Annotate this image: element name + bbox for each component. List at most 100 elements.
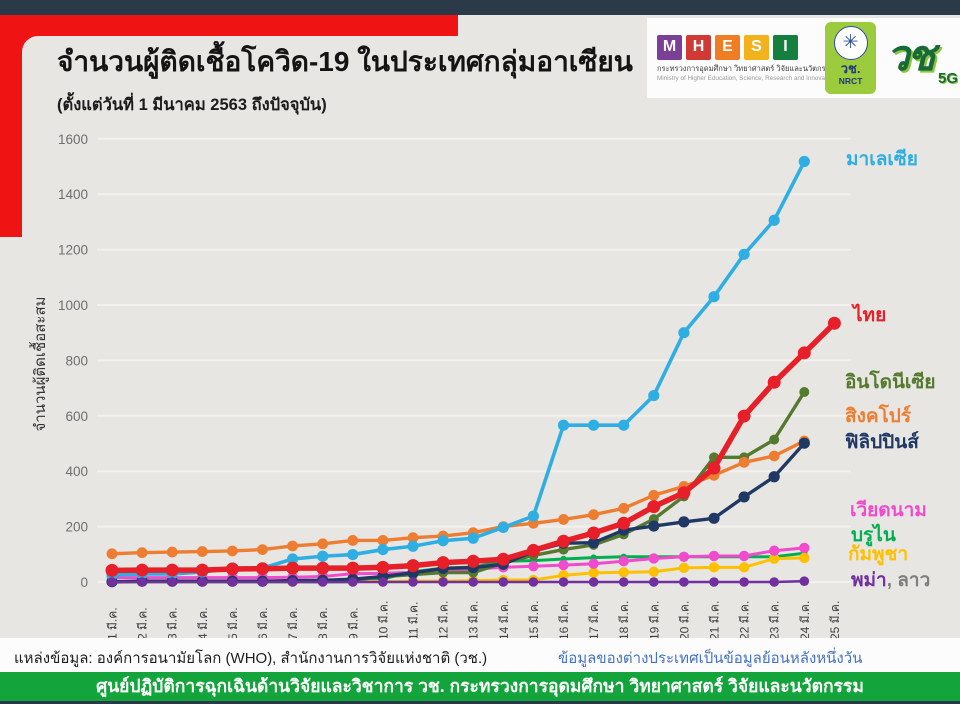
y-tick-label: 800	[65, 353, 88, 368]
red-banner-vertical	[0, 15, 22, 237]
data-point	[588, 537, 600, 549]
data-source-text: แหล่งข้อมูล: องค์การอนามัยโลก (WHO), สำน…	[14, 650, 488, 667]
data-point	[798, 437, 810, 449]
data-point	[799, 542, 810, 554]
data-point	[648, 520, 660, 532]
legend-indonesia: อินโดนีเซีย	[845, 372, 936, 393]
footer-green-banner: ศูนย์ปฏิบัติการฉุกเฉินด้านวิจัยและวิชากา…	[0, 672, 960, 701]
data-point	[738, 550, 750, 562]
data-point	[738, 562, 750, 573]
data-point	[317, 538, 329, 550]
data-point	[588, 509, 599, 521]
data-point	[678, 562, 690, 574]
series-line-0	[111, 160, 806, 577]
page-subtitle: (ตั้งแต่วันที่ 1 มีนาคม 2563 ถึงปัจจุบัน…	[57, 96, 327, 114]
data-point	[648, 553, 659, 564]
x-tick-label: 23 มี.ค.	[768, 601, 782, 640]
data-point	[679, 577, 689, 587]
data-point	[197, 577, 208, 587]
data-point	[708, 550, 720, 562]
y-tick-label: 1600	[58, 132, 88, 147]
data-point	[496, 552, 510, 566]
series-line-2	[111, 391, 806, 584]
mhesi-letter-e: E	[715, 34, 740, 60]
red-banner-horizontal	[0, 15, 458, 36]
mhesi-letter-m: M	[657, 34, 682, 60]
legend-cambodia: กัมพูชา	[848, 544, 909, 565]
x-tick-label: 19 มี.ค.	[647, 601, 661, 640]
nrct-thai-label: วช.	[840, 61, 861, 76]
series-line-8	[112, 579, 805, 584]
data-point	[105, 563, 119, 577]
y-tick-label: 1000	[58, 298, 88, 313]
data-point	[498, 577, 509, 587]
x-tick-label: 1 มี.ค.	[106, 607, 120, 640]
mhesi-letter-i: I	[773, 34, 798, 60]
x-tick-label: 17 มี.ค.	[587, 601, 601, 640]
mhesi-letter-squares: M H E S I	[657, 34, 817, 60]
x-tick-label: 2 มี.ค.	[136, 607, 150, 640]
wo5g-logo-text: วช	[886, 31, 935, 80]
legend-singapore: สิงคโปร์	[845, 406, 912, 427]
data-point	[106, 548, 118, 560]
data-point	[107, 577, 117, 587]
data-point	[618, 419, 630, 431]
data-point	[196, 546, 208, 557]
data-point	[257, 577, 268, 587]
data-point	[558, 577, 569, 587]
data-point	[678, 516, 690, 528]
data-point	[527, 510, 540, 522]
data-point	[287, 553, 299, 565]
x-tick-label: 16 มี.ค.	[557, 601, 571, 640]
data-point	[317, 550, 329, 562]
data-point	[227, 545, 238, 557]
rounded-corner	[22, 36, 40, 54]
data-point	[377, 543, 389, 556]
x-tick-label: 18 มี.ค.	[617, 601, 631, 640]
data-point	[287, 577, 298, 587]
footer-white-strip	[0, 638, 960, 672]
y-tick-label: 1400	[58, 187, 88, 202]
legend-laos-part: , ลาว	[886, 570, 931, 591]
data-point	[287, 540, 298, 552]
data-point	[408, 577, 418, 587]
data-point	[558, 559, 569, 571]
legend-myanmar-laos: พม่า, ลาว	[851, 570, 930, 591]
wo5g-logo: วช 5G	[884, 23, 960, 93]
data-point	[709, 577, 719, 587]
data-point	[738, 248, 750, 260]
page-title: จำนวนผู้ติดเชื้อโควิด-19 ในประเทศกลุ่มอา…	[57, 46, 633, 77]
data-point	[588, 558, 599, 569]
data-point	[466, 554, 480, 568]
data-point	[558, 513, 569, 525]
data-point	[648, 566, 659, 577]
y-tick-label: 600	[65, 409, 88, 424]
data-point	[286, 561, 300, 575]
data-point	[798, 155, 810, 168]
data-point	[768, 471, 780, 483]
mhesi-letter-s: S	[744, 34, 769, 60]
data-point	[225, 562, 239, 576]
data-point	[256, 562, 269, 576]
y-tick-label: 400	[65, 464, 88, 479]
x-tick-label: 13 มี.ค.	[467, 601, 481, 640]
data-point	[557, 419, 570, 431]
data-point	[137, 577, 147, 587]
data-point	[406, 559, 420, 573]
data-point	[407, 540, 419, 552]
data-point	[618, 577, 629, 587]
y-tick-label: 200	[65, 520, 88, 535]
data-point	[588, 567, 599, 579]
data-point	[647, 500, 661, 514]
data-point	[617, 516, 631, 530]
x-tick-label: 9 มี.ค.	[346, 607, 360, 640]
bottom-navy-strip	[0, 701, 960, 704]
data-point	[618, 567, 629, 578]
x-tick-label: 20 มี.ค.	[677, 601, 691, 640]
x-tick-label: 24 มี.ค.	[798, 601, 812, 640]
data-point	[648, 489, 660, 501]
data-point	[377, 535, 389, 546]
data-point	[347, 535, 359, 546]
